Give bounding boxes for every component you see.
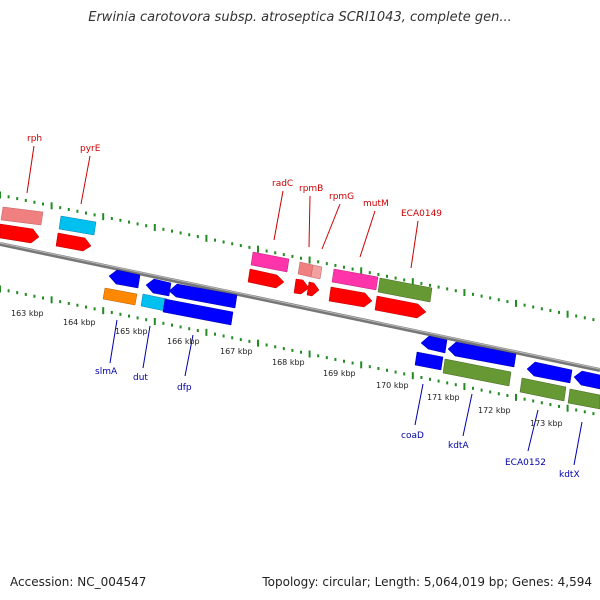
feature-ECA0152-olive[interactable] <box>519 377 567 402</box>
leader-rpmB <box>308 195 311 248</box>
feature-kdtA-olive[interactable] <box>442 358 512 387</box>
scale-label: 167 kbp <box>220 347 253 356</box>
scale-labels: 163 kbp 164 kbp 165 kbp 166 kbp 167 kbp … <box>11 309 563 428</box>
leader-coaD <box>414 383 424 426</box>
gene-label-rpmB[interactable]: rpmB <box>299 184 323 194</box>
feature-rpmB-pink[interactable] <box>297 261 314 278</box>
leader-rph <box>26 145 35 194</box>
scale-label: 173 kbp <box>530 419 563 428</box>
feature-kdtA-blue[interactable] <box>447 341 517 368</box>
gene-label-radC[interactable]: radC <box>272 179 293 189</box>
feature-mutM-magenta[interactable] <box>331 268 379 291</box>
feature-dfp-blue-upper[interactable] <box>168 283 238 309</box>
gene-label-dut[interactable]: dut <box>133 373 148 383</box>
gene-label-rpmG[interactable]: rpmG <box>329 192 354 202</box>
scale-label: 163 kbp <box>11 309 44 318</box>
genome-backbone <box>0 242 600 372</box>
feature-ECA0149-olive[interactable] <box>377 277 433 303</box>
feature-ECA0152-blue[interactable] <box>526 361 573 384</box>
feature-kdtX-olive[interactable] <box>567 388 600 410</box>
scale-label: 172 kbp <box>478 406 511 415</box>
scale-label: 165 kbp <box>115 327 148 336</box>
scale-label: 164 kbp <box>63 318 96 327</box>
feature-pyrE-red[interactable] <box>55 232 92 252</box>
gene-label-dfp[interactable]: dfp <box>177 383 192 393</box>
leader-kdtA <box>462 393 473 437</box>
leader-dfp <box>184 334 194 377</box>
feature-rpmB-red[interactable] <box>293 278 310 295</box>
gene-label-rph[interactable]: rph <box>27 134 42 144</box>
scale-label: 169 kbp <box>323 369 356 378</box>
forward-strand-ticks <box>0 191 595 322</box>
bottom-gene-labels: slmA dut dfp coaD kdtA ECA0152 kdtX <box>95 319 583 480</box>
gene-label-pyrE[interactable]: pyrE <box>80 144 101 154</box>
leader-slmA <box>109 319 118 364</box>
feature-mutM-red[interactable] <box>328 286 373 308</box>
feature-rpmG-pink[interactable] <box>310 264 323 280</box>
feature-coaD-blue-lower[interactable] <box>414 351 444 371</box>
reverse-strand-ticks <box>0 285 595 416</box>
feature-slmA-blue[interactable] <box>108 269 141 289</box>
leader-ECA0152 <box>527 409 539 452</box>
scale-label: 170 kbp <box>376 381 409 390</box>
gene-label-ECA0152[interactable]: ECA0152 <box>505 458 546 468</box>
feature-dut-cyan[interactable] <box>140 293 168 312</box>
feature-rph-red[interactable] <box>0 223 40 244</box>
gene-label-coaD[interactable]: coaD <box>401 431 424 441</box>
feature-radC-magenta[interactable] <box>250 251 290 273</box>
feature-ECA0149-red[interactable] <box>374 295 427 319</box>
feature-kdtX-blue[interactable] <box>573 370 600 390</box>
feature-radC-red[interactable] <box>247 268 285 289</box>
accession-text: Accession: NC_004547 <box>10 575 147 589</box>
feature-rph-pink[interactable] <box>0 206 44 226</box>
leader-mutM <box>359 210 376 258</box>
leader-pyrE <box>80 155 91 205</box>
feature-coaD-blue[interactable] <box>420 335 448 354</box>
scale-label: 166 kbp <box>167 337 200 346</box>
gene-label-kdtX[interactable]: kdtX <box>559 470 580 480</box>
gene-label-kdtA[interactable]: kdtA <box>448 441 469 451</box>
feature-dut-blue[interactable] <box>145 278 172 297</box>
gene-label-slmA[interactable]: slmA <box>95 367 118 377</box>
scale-label: 168 kbp <box>272 358 305 367</box>
map-title: Erwinia carotovora subsp. atroseptica SC… <box>88 10 512 25</box>
feature-dfp-blue-lower[interactable] <box>162 298 234 326</box>
top-gene-labels: rph pyrE radC rpmB rpmG mutM ECA0149 <box>26 134 442 269</box>
leader-dut <box>142 325 151 369</box>
genome-backbone-highlight <box>0 242 600 370</box>
feature-rpmG-red[interactable] <box>306 281 320 297</box>
feature-pyrE-cyan[interactable] <box>58 215 97 236</box>
gene-label-ECA0149[interactable]: ECA0149 <box>401 209 442 219</box>
scale-label: 171 kbp <box>427 393 460 402</box>
feature-slmA-orange[interactable] <box>102 287 138 306</box>
leader-ECA0149 <box>410 220 419 269</box>
leader-radC <box>273 190 284 241</box>
leader-kdtX <box>573 421 583 466</box>
leader-rpmG <box>321 203 341 250</box>
topology-text: Topology: circular; Length: 5,064,019 bp… <box>262 575 592 589</box>
gene-label-mutM[interactable]: mutM <box>363 199 389 209</box>
